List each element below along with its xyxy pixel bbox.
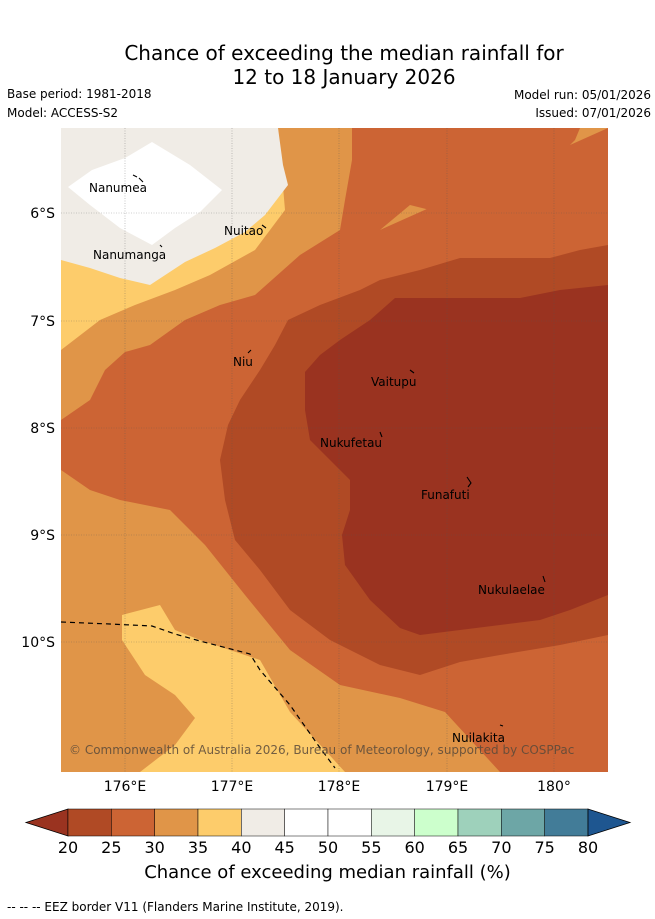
- lon-label-176e: 176°E: [104, 779, 147, 795]
- lat-label-10s: 10°S: [21, 635, 55, 651]
- issued-date: Issued: 07/01/2026: [535, 106, 651, 120]
- colorbar-segment: [371, 808, 415, 837]
- colorbar-tick-label: 75: [534, 838, 554, 857]
- place-nuitao: Nuitao: [224, 224, 263, 238]
- colorbar-tick-label: 40: [231, 838, 251, 857]
- place-nanumea: Nanumea: [89, 181, 147, 195]
- map-title-line1: Chance of exceeding the median rainfall …: [124, 41, 564, 65]
- colorbar-low-extend: [24, 808, 69, 837]
- colorbar-tick-label: 25: [101, 838, 121, 857]
- island-nuilakita: [499, 724, 504, 727]
- island-nukufetau: [379, 431, 383, 438]
- band-45-50: [68, 142, 222, 245]
- place-funafuti: Funafuti: [421, 488, 470, 502]
- model-name: Model: ACCESS-S2: [7, 106, 119, 120]
- map-title-line2: 12 to 18 January 2026: [232, 65, 456, 89]
- colorbar-tick-label: 35: [188, 838, 208, 857]
- islands: [132, 174, 546, 727]
- lon-label-180: 180°: [537, 779, 571, 795]
- place-nuilakita: Nuilakita: [452, 731, 505, 745]
- island-nukulaelae: [542, 575, 546, 583]
- colorbar-segment: [544, 808, 589, 837]
- island-vaitupu: [409, 369, 415, 374]
- place-nanumanga: Nanumanga: [93, 248, 166, 262]
- colorbar-tick-label: 60: [404, 838, 424, 857]
- lon-label-179e: 179°E: [426, 779, 469, 795]
- colorbar-tick-label: 20: [58, 838, 78, 857]
- eez-footnote: -- -- -- EEZ border V11 (Flanders Marine…: [7, 900, 344, 914]
- colorbar-high-extend: [587, 808, 632, 837]
- colorbar-segment: [241, 808, 285, 837]
- colorbar-ticks: 20 25 30 35 40 45 50 55 60 65 70 75 80: [58, 838, 598, 857]
- colorbar-tick-label: 70: [491, 838, 511, 857]
- colorbar-segment: [284, 808, 329, 837]
- colorbar-segment: [327, 808, 372, 837]
- colorbar-segment: [197, 808, 242, 837]
- colorbar-segment: [67, 808, 112, 837]
- colorbar-segment: [501, 808, 545, 837]
- place-niu: Niu: [233, 355, 253, 369]
- colorbar-segment: [457, 808, 502, 837]
- colorbar-segment: [154, 808, 199, 837]
- colorbar-tick-label: 50: [318, 838, 338, 857]
- copyright-notice: © Commonwealth of Australia 2026, Bureau…: [69, 743, 574, 757]
- lon-label-178e: 178°E: [318, 779, 361, 795]
- colorbar-tick-label: 55: [361, 838, 381, 857]
- model-run: Model run: 05/01/2026: [513, 88, 651, 102]
- lat-label-9s: 9°S: [30, 528, 55, 544]
- lat-axis-labels: 6°S 7°S 8°S 9°S 10°S: [21, 206, 55, 651]
- colorbar-segment: [111, 808, 155, 837]
- lon-axis-labels: 176°E 177°E 178°E 179°E 180°: [104, 779, 571, 795]
- graticule: [61, 128, 608, 772]
- eez-border: [61, 621, 336, 769]
- colorbar-label: Chance of exceeding median rainfall (%): [144, 862, 511, 883]
- island-nuitao: [261, 224, 267, 229]
- colorbar-tick-label: 45: [274, 838, 294, 857]
- lon-label-177e: 177°E: [211, 779, 254, 795]
- lat-label-6s: 6°S: [30, 206, 55, 222]
- island-funafuti: [466, 476, 472, 488]
- colorbar-tick-label: 65: [448, 838, 468, 857]
- colorbar: [24, 808, 632, 837]
- base-period: Base period: 1981-2018: [7, 87, 152, 101]
- place-nukulaelae: Nukulaelae: [478, 583, 545, 597]
- lat-label-7s: 7°S: [30, 314, 55, 330]
- place-vaitupu: Vaitupu: [371, 375, 417, 389]
- island-niu: [247, 349, 252, 354]
- island-nanumanga: [159, 244, 163, 248]
- colorbar-tick-label: 30: [144, 838, 164, 857]
- lat-label-8s: 8°S: [30, 421, 55, 437]
- place-nukufetau: Nukufetau: [320, 436, 382, 450]
- island-nanumea: [132, 174, 144, 183]
- colorbar-segment: [414, 808, 459, 837]
- band-below-20: [305, 285, 608, 635]
- colorbar-tick-label: 80: [578, 838, 598, 857]
